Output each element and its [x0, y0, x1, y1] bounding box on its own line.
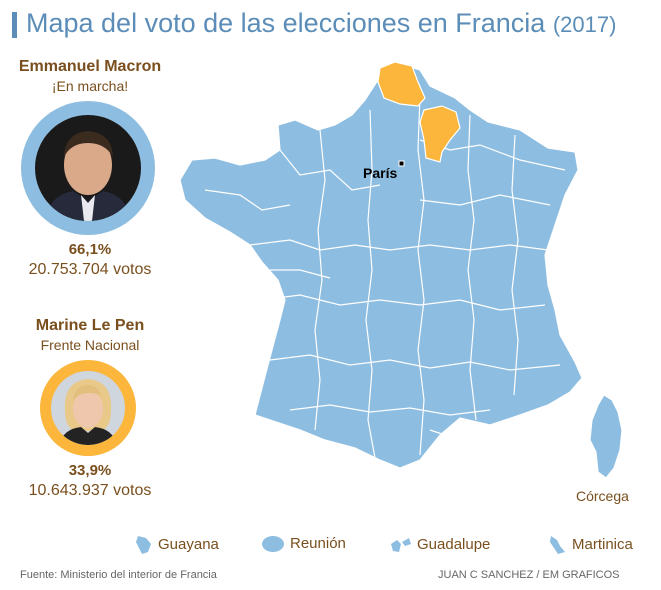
- title-accent-bar: [12, 12, 17, 38]
- candidate-party: ¡En marcha!: [51, 78, 129, 94]
- candidate-name: Marine Le Pen: [35, 317, 145, 334]
- credit-note: JUAN C SANCHEZ / EM GRAFICOS: [438, 569, 620, 581]
- candidate-name: Emmanuel Macron: [18, 58, 162, 75]
- candidate-macron-portrait: [35, 115, 141, 221]
- overseas-label: Reunión: [290, 534, 346, 552]
- candidate-votes: 20.753.704 votos: [28, 261, 152, 278]
- source-note: Fuente: Ministerio del interior de Franc…: [20, 569, 217, 581]
- lepen-region-pas-de-calais: [377, 61, 426, 107]
- candidate-lepen-header: Marine Le Pen Frente Nacional: [0, 317, 180, 353]
- guadalupe-icon: [391, 538, 411, 552]
- candidate-lepen-portrait: [51, 371, 125, 445]
- overseas-label: Martinica: [572, 535, 633, 553]
- france-map: [179, 61, 623, 479]
- candidate-party: Frente Nacional: [40, 337, 140, 353]
- paris-label: París: [363, 165, 398, 181]
- candidate-macron-result: 66,1% 20.753.704 votos: [0, 241, 180, 279]
- overseas-reunion: Reunión: [260, 534, 346, 554]
- candidate-votes: 10.643.937 votos: [28, 482, 152, 499]
- paris-marker: [398, 160, 405, 167]
- candidate-macron-header: Emmanuel Macron ¡En marcha!: [0, 58, 180, 94]
- overseas-label: Guayana: [158, 535, 219, 553]
- department-borders: [204, 94, 566, 459]
- title-main: Mapa del voto de las elecciones en Franc…: [26, 8, 546, 38]
- reunion-icon: [262, 536, 284, 552]
- martinica-icon: [550, 536, 565, 554]
- guayana-icon: [136, 536, 151, 554]
- lepen-region-aisne: [419, 105, 461, 163]
- overseas-label: Guadalupe: [417, 535, 491, 553]
- overseas-guayana: Guayana: [134, 534, 219, 556]
- page-title: Mapa del voto de las elecciones en Franc…: [26, 8, 616, 39]
- candidate-percent: 33,9%: [68, 462, 112, 479]
- overseas-guadalupe: Guadalupe: [389, 534, 490, 556]
- candidate-percent: 66,1%: [68, 241, 112, 258]
- candidate-lepen-result: 33,9% 10.643.937 votos: [8, 462, 172, 500]
- title-year: (2017): [552, 12, 617, 37]
- corsica-region: [589, 394, 623, 479]
- corsica-label: Córcega: [576, 488, 629, 504]
- france-mainland-region: [179, 61, 583, 469]
- overseas-martinica: Martinica: [548, 534, 633, 556]
